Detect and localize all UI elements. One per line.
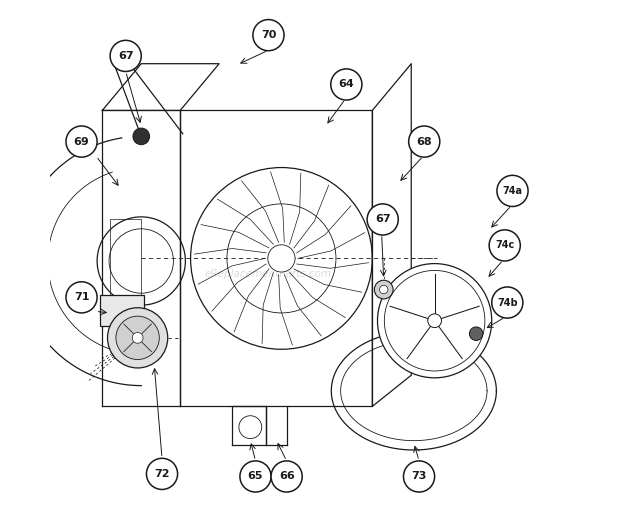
Text: 74b: 74b: [497, 298, 518, 307]
Text: 74a: 74a: [502, 186, 523, 196]
Circle shape: [378, 264, 492, 378]
Circle shape: [404, 461, 435, 492]
Circle shape: [374, 280, 393, 299]
Circle shape: [110, 40, 141, 72]
Circle shape: [469, 327, 483, 340]
Text: 73: 73: [411, 471, 427, 481]
Circle shape: [66, 282, 97, 313]
Text: 67: 67: [375, 215, 391, 224]
Text: 64: 64: [339, 79, 354, 89]
Text: 72: 72: [154, 469, 170, 479]
Text: 65: 65: [248, 471, 264, 481]
Text: 71: 71: [74, 292, 89, 302]
Circle shape: [330, 69, 362, 100]
Circle shape: [146, 458, 177, 490]
Circle shape: [268, 245, 295, 272]
Circle shape: [107, 308, 168, 368]
Circle shape: [492, 287, 523, 318]
Text: 66: 66: [279, 471, 294, 481]
Text: 69: 69: [74, 137, 89, 147]
Text: 67: 67: [118, 51, 133, 61]
Circle shape: [240, 461, 271, 492]
Text: eReplacementParts.com: eReplacementParts.com: [205, 269, 332, 279]
Circle shape: [253, 19, 284, 51]
Text: 70: 70: [261, 30, 276, 40]
Text: 68: 68: [417, 137, 432, 147]
Circle shape: [133, 128, 149, 145]
Circle shape: [409, 126, 440, 157]
Circle shape: [379, 286, 388, 294]
Circle shape: [116, 316, 159, 360]
Circle shape: [66, 126, 97, 157]
Circle shape: [497, 175, 528, 207]
Circle shape: [271, 461, 302, 492]
Circle shape: [367, 204, 398, 235]
Circle shape: [489, 230, 520, 261]
Text: 74c: 74c: [495, 241, 515, 251]
Circle shape: [132, 333, 143, 343]
FancyBboxPatch shape: [100, 295, 144, 326]
Circle shape: [428, 314, 441, 328]
